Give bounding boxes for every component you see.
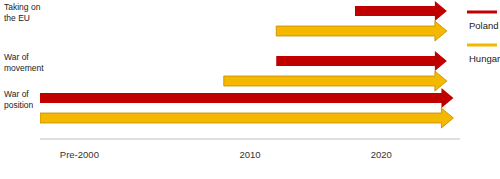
range-arrow xyxy=(276,21,447,41)
legend-label: Hungary xyxy=(469,53,500,64)
x-axis-line xyxy=(40,139,460,140)
chart-container: Taking onthe EU War ofmovement War ofposit… xyxy=(0,0,500,179)
legend-label: Poland xyxy=(469,20,499,31)
category-label: War ofposition xyxy=(4,89,34,110)
legend-swatch xyxy=(467,11,497,14)
range-arrow xyxy=(224,71,447,91)
range-arrow xyxy=(40,108,453,128)
legend-swatch xyxy=(467,44,497,47)
x-tick-label: Pre-2000 xyxy=(60,149,99,160)
range-arrow xyxy=(276,51,447,71)
chart: Taking onthe EU War ofmovement War ofposit… xyxy=(0,0,500,179)
arrows xyxy=(40,1,453,128)
range-arrow xyxy=(40,88,453,108)
x-tick-label: 2020 xyxy=(371,149,392,160)
legend: Poland Hungary xyxy=(467,12,500,64)
category-label: War ofmovement xyxy=(4,52,44,73)
range-arrow xyxy=(355,1,447,21)
x-tick-label: 2010 xyxy=(239,149,260,160)
category-label: Taking onthe EU xyxy=(4,2,41,23)
